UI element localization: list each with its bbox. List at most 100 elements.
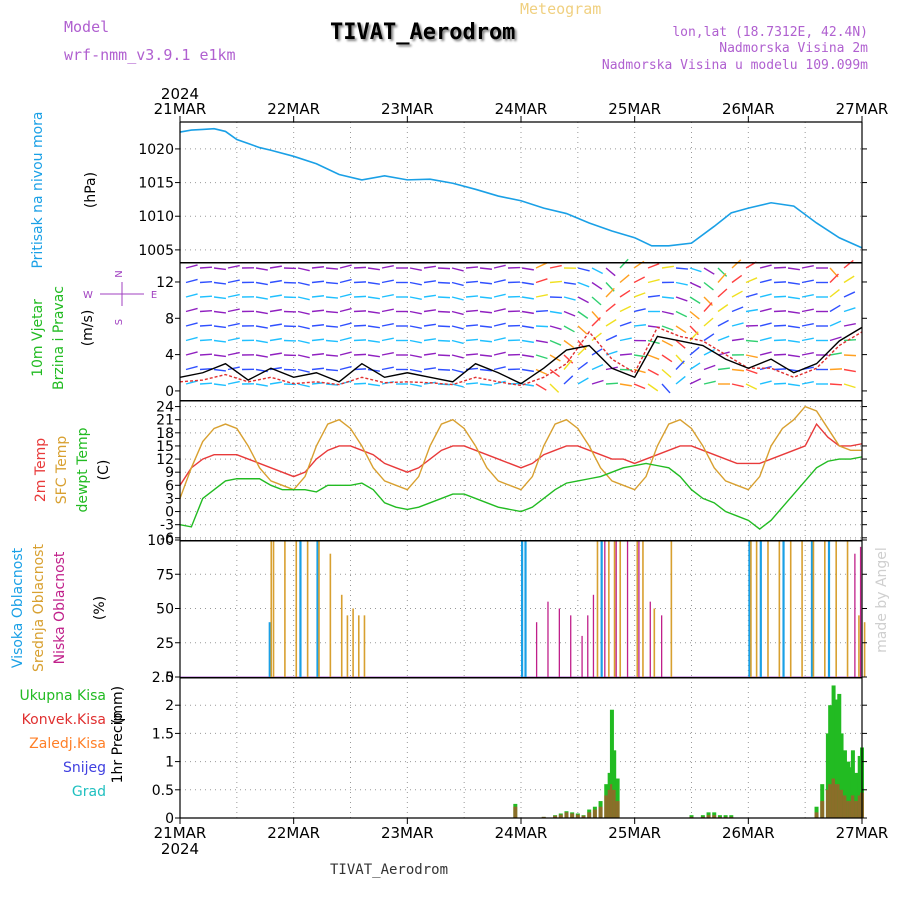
precip-total-bar	[612, 750, 617, 818]
cloud-mid-bar	[329, 553, 332, 677]
wind-barb	[451, 281, 464, 287]
wind-barb	[773, 368, 787, 371]
cloud-high-bar	[748, 540, 751, 677]
wind-barb	[297, 281, 310, 286]
wind-barb	[521, 325, 534, 329]
wind-barb	[325, 368, 339, 372]
wind-barb	[773, 295, 787, 298]
precip-axis-label: 1hr Precip	[110, 713, 126, 784]
wind-barb	[787, 354, 800, 358]
precip-conv-bar	[850, 795, 855, 818]
cloud-mid-bar	[352, 608, 354, 677]
wind-barb	[479, 325, 493, 328]
wind-barb	[423, 265, 436, 269]
wind-barb	[843, 323, 856, 327]
wind-barb	[479, 267, 493, 270]
wind-barb	[409, 281, 422, 286]
wind-barb	[353, 382, 367, 385]
cloud-mid-bar	[295, 540, 298, 677]
precip-total-bar	[729, 815, 734, 818]
wind-barb	[367, 310, 380, 314]
wind-barb	[339, 307, 352, 313]
wind-barb	[367, 281, 380, 285]
y-tick-label: 6	[165, 478, 174, 494]
wind-barb	[703, 317, 714, 327]
wind-barb	[675, 339, 686, 349]
cloud-mid-bar	[789, 540, 792, 677]
wind-axis-label-1: 10m Vjetar	[30, 299, 46, 377]
precip-conv-bar	[587, 812, 592, 818]
wind-barb	[339, 264, 352, 269]
cloud-mid-bar	[824, 540, 826, 677]
wind-barb	[787, 339, 800, 343]
y-tick-label: 24	[156, 400, 174, 416]
wind-barb	[549, 339, 562, 346]
wind-barb	[199, 382, 213, 385]
wind-barb	[493, 293, 506, 298]
wind-barb	[227, 293, 240, 298]
wind-axis-label-2: Brzina i Pravac	[51, 286, 67, 390]
wind-barb	[633, 324, 647, 327]
wind-barb	[311, 266, 325, 269]
precip-conv-bar	[820, 801, 825, 818]
wind-barb	[479, 281, 493, 285]
wind-barb	[647, 354, 660, 360]
cloud-mid-bar	[801, 540, 803, 677]
precip-total-bar	[846, 761, 851, 818]
wind-barb	[829, 368, 843, 371]
wind-barb	[311, 280, 325, 284]
wind-barb	[773, 382, 787, 385]
wind-barb	[227, 337, 240, 342]
wind-barb	[563, 325, 575, 333]
wind-barb	[591, 379, 604, 385]
wind-speed-line	[179, 326, 863, 385]
wind-barb	[689, 378, 702, 385]
wind-barb	[479, 310, 493, 314]
precip-total-bar	[828, 705, 833, 818]
y-tick-label: 1010	[138, 209, 174, 225]
cloud-low-bar	[558, 608, 560, 677]
wind-barb	[521, 310, 534, 315]
temp-unit-label: (C)	[96, 460, 112, 481]
y-tick-label: 12	[156, 452, 174, 468]
wind-barb	[759, 264, 772, 269]
wind-barb	[409, 296, 422, 300]
wind-barb	[619, 353, 633, 356]
precip-total-bar	[848, 767, 853, 818]
wind-key-n: N	[114, 270, 125, 277]
wind-barb	[829, 304, 841, 313]
wind-barb	[801, 265, 814, 269]
wind-barb	[717, 288, 728, 298]
year-label-top: 2024	[161, 85, 199, 103]
precip-total-bar	[857, 755, 862, 818]
wind-barb	[353, 281, 367, 284]
wind-barb	[479, 368, 493, 372]
wind-barb	[829, 320, 842, 327]
wind-barb	[535, 262, 548, 269]
wind-barb	[479, 339, 493, 343]
wind-barb	[521, 281, 534, 286]
wind-barb	[269, 265, 282, 269]
wind-barb	[535, 309, 549, 313]
cloud-mid-bar	[596, 540, 599, 677]
wind-barb	[521, 368, 534, 373]
wind-barb	[339, 293, 352, 298]
wind-barb	[577, 361, 589, 371]
wind-barb	[549, 325, 562, 330]
cloud-low-bar	[649, 601, 651, 677]
y-tick-label: 25	[156, 636, 174, 652]
wind-barb	[535, 278, 548, 284]
wind-barb	[717, 272, 727, 283]
y-tick-label: 50	[156, 602, 174, 618]
x-tick-label-bottom: 22MAR	[267, 824, 320, 842]
wind-barb	[451, 339, 464, 345]
watermark: made by Angel	[874, 547, 890, 653]
wind-barb	[633, 308, 646, 313]
cloud-mid-bar	[270, 540, 273, 677]
wind-barb	[619, 383, 632, 387]
wind-barb	[731, 322, 744, 327]
wind-barb	[759, 380, 772, 385]
wind-barb	[213, 368, 226, 372]
wind-barb	[325, 267, 339, 270]
y-tick-label: 0	[165, 384, 174, 400]
